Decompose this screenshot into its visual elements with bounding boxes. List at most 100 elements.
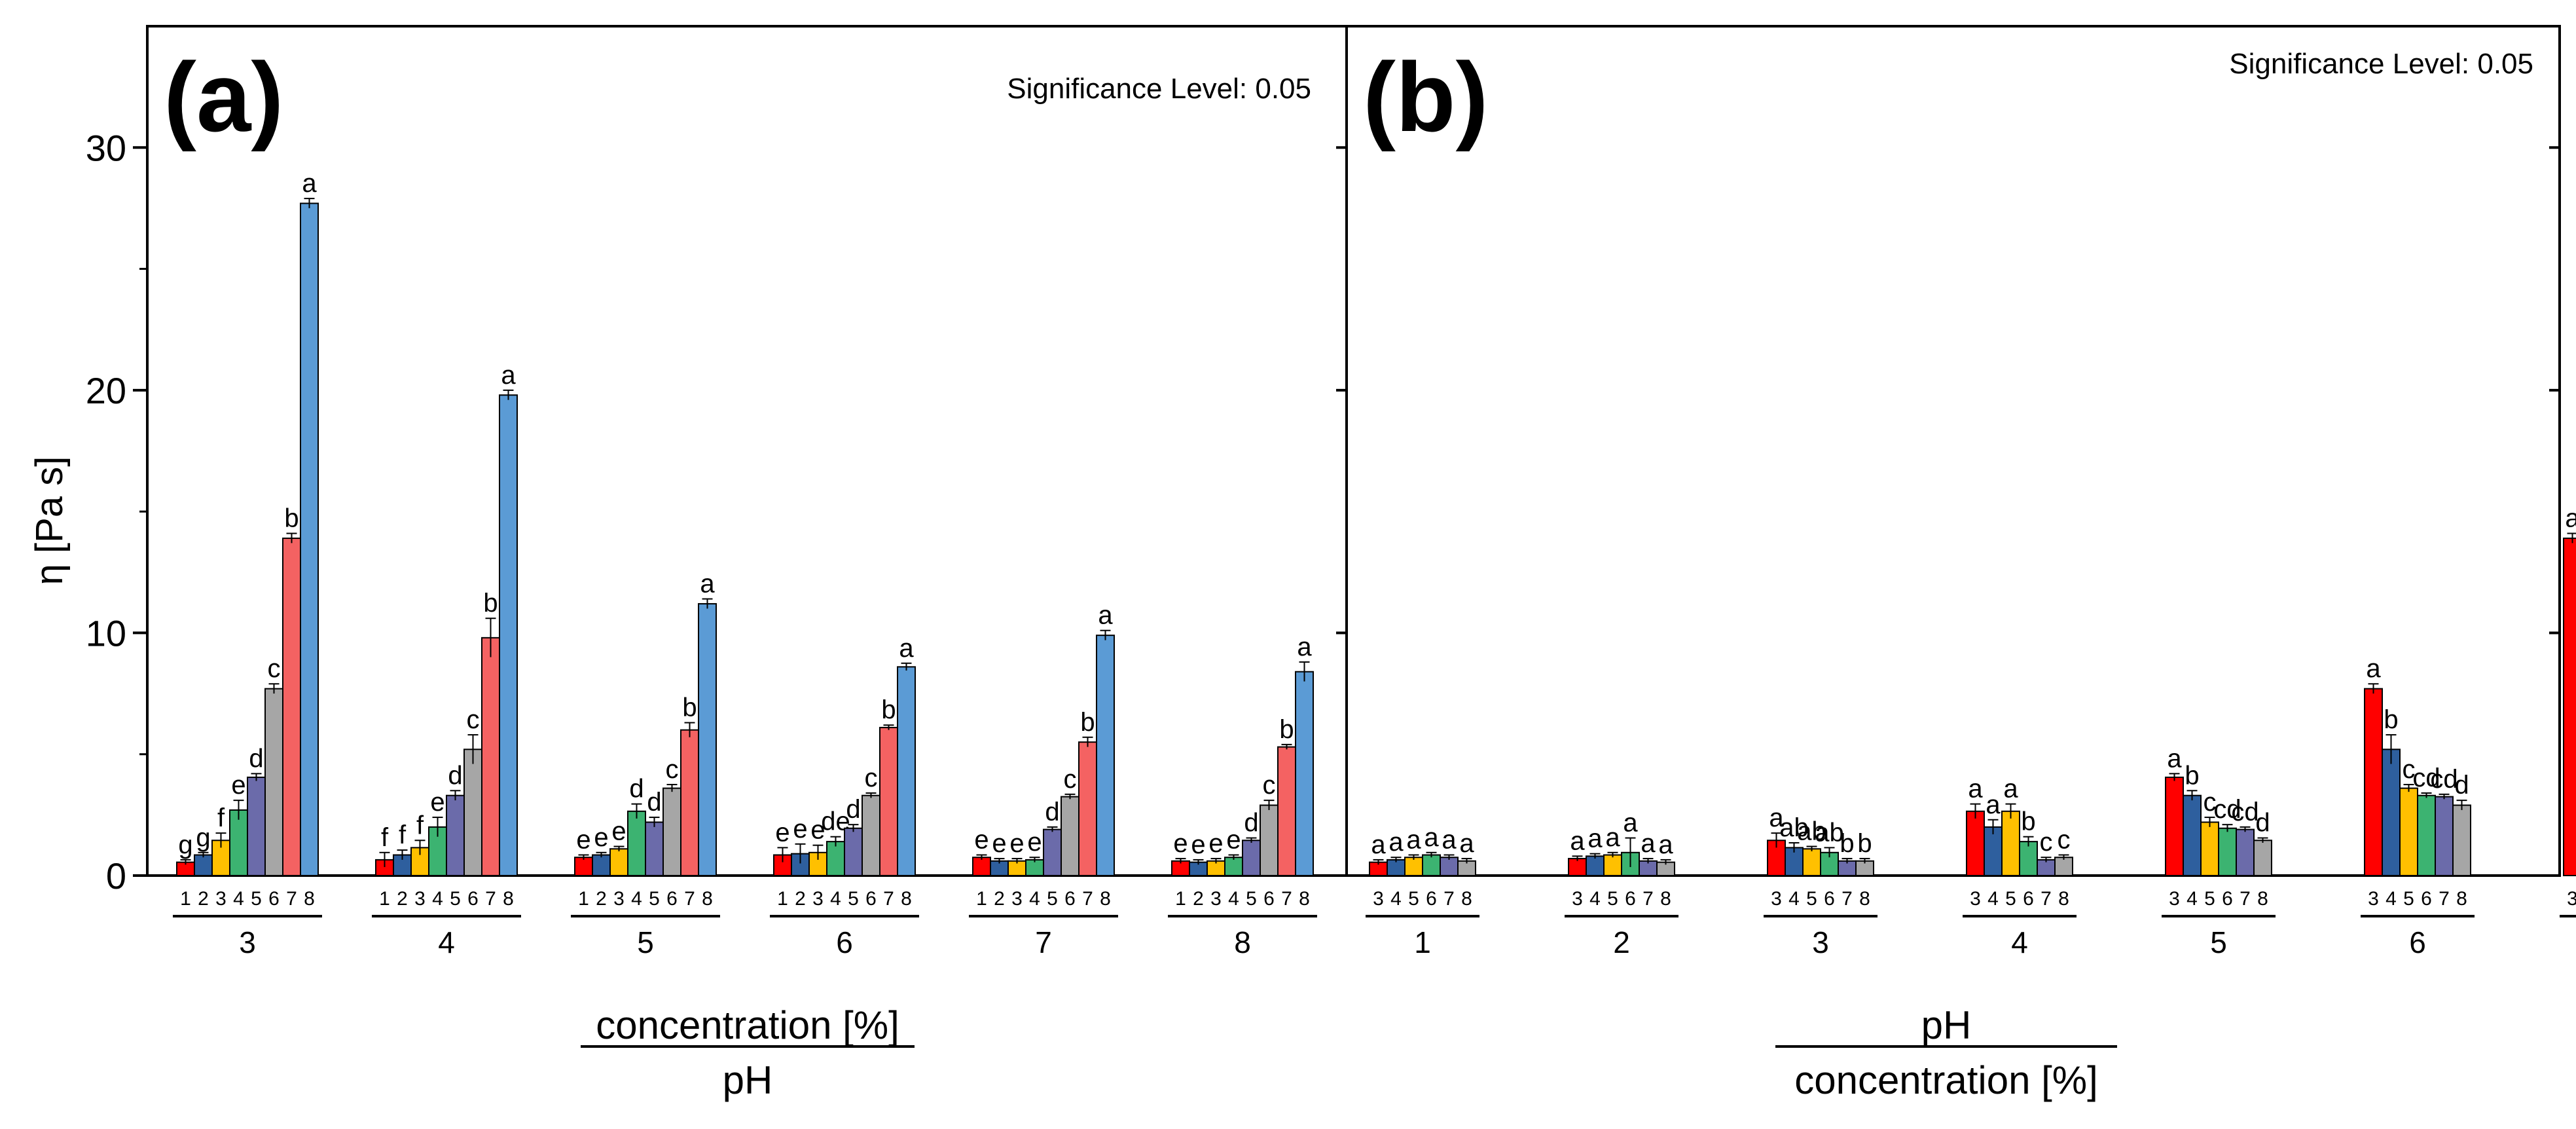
group-label: 4 xyxy=(2011,925,2028,959)
bar-x-label: 5 xyxy=(450,888,461,910)
significance-letter: c xyxy=(1263,771,1276,800)
significance-letter: a xyxy=(1297,633,1312,661)
bar xyxy=(1277,746,1296,877)
bar xyxy=(1078,741,1097,876)
bar xyxy=(2200,821,2219,876)
significance-letter: a xyxy=(2565,504,2576,532)
bar-x-label: 6 xyxy=(1625,888,1636,910)
panel-marks-b: a3a4a5a6a7a81a3a4a5a6a7a82a3ab4ab5ab6b7b… xyxy=(1366,504,2576,959)
bar-x-label: 8 xyxy=(1461,888,1472,910)
bar-x-label: 3 xyxy=(1572,888,1583,910)
bar xyxy=(1586,855,1605,876)
bar-group: a 3 a 4 a 5 a 6 a 7 a 8 2 xyxy=(1565,809,1678,959)
significance-letter: d xyxy=(448,761,462,790)
bar-x-label: 5 xyxy=(251,888,262,910)
bar-group: a 3 b 4 c 5 cd 6 cd 7 d 8 6 xyxy=(2361,654,2475,959)
bar-x-label: 8 xyxy=(2456,888,2467,910)
bar-x-label: 7 xyxy=(1082,888,1093,910)
bar-x-label: 4 xyxy=(432,888,443,910)
bar-x-label: 7 xyxy=(2439,888,2450,910)
y-tick-label: 10 xyxy=(86,612,126,654)
significance-letter: b xyxy=(1279,715,1294,744)
panel-label-b: (b) xyxy=(1363,42,1489,152)
bar-group: a 3 a 4 a 5 b 6 c 7 c 8 4 xyxy=(1963,775,2077,959)
panel-b: (b) Significance Level: 0.05 pH concentr… xyxy=(1363,42,2533,1102)
y-axis-label: η [Pa s] xyxy=(28,456,71,585)
chart-marks: g1g2f3e4d5c6b7a83f1f2f3e4d5c6b7a84e1e2e3… xyxy=(173,169,2576,959)
bar-x-label: 8 xyxy=(503,888,514,910)
bar-x-label: 1 xyxy=(578,888,589,910)
x-axis-label-top-b: pH xyxy=(1921,1003,1972,1047)
bar-x-label: 4 xyxy=(1589,888,1601,910)
bar-x-label: 3 xyxy=(2169,888,2180,910)
bar xyxy=(1295,671,1314,876)
bar-x-label: 1 xyxy=(180,888,191,910)
bar-x-label: 7 xyxy=(1281,888,1292,910)
bar-x-label: 7 xyxy=(286,888,297,910)
significance-letter: d xyxy=(629,775,644,804)
bar xyxy=(1568,858,1587,877)
bar xyxy=(844,827,863,876)
significance-letter: b xyxy=(284,504,299,532)
significance-letter: b xyxy=(881,695,896,724)
bar-x-label: 6 xyxy=(1824,888,1835,910)
significance-letter: d xyxy=(846,795,860,824)
significance-letter: b xyxy=(682,694,697,722)
significance-letter: b xyxy=(2185,761,2199,790)
bar-group: g 1 g 2 f 3 e 4 d 5 c 6 b 7 a 8 3 xyxy=(173,169,322,959)
bar-group: e 1 e 2 e 3 d 4 d 5 c 6 b 7 a 8 5 xyxy=(571,570,720,959)
bar-x-label: 5 xyxy=(649,888,660,910)
bar-x-label: 8 xyxy=(1859,888,1870,910)
bar-x-label: 5 xyxy=(2204,888,2215,910)
bar-x-label: 2 xyxy=(1193,888,1204,910)
bar xyxy=(2001,810,2020,877)
bar xyxy=(2417,794,2436,876)
bar-x-label: 4 xyxy=(830,888,841,910)
significance-letter: c xyxy=(2204,788,2217,817)
bar xyxy=(879,726,898,876)
significance-letter: b xyxy=(1080,708,1095,737)
group-label: 6 xyxy=(836,925,853,959)
bar-x-label: 3 xyxy=(414,888,426,910)
bar xyxy=(264,688,283,877)
significance-letter: e xyxy=(231,771,245,800)
bar-x-label: 4 xyxy=(2186,888,2198,910)
significance-letter: c xyxy=(2058,826,2071,855)
bar-x-label: 6 xyxy=(2421,888,2432,910)
bar xyxy=(592,854,611,877)
significance-letter: e xyxy=(974,826,989,855)
bar-x-label: 8 xyxy=(304,888,315,910)
panel-marks-a: g1g2f3e4d5c6b7a83f1f2f3e4d5c6b7a84e1e2e3… xyxy=(173,169,1317,959)
significance-letter: e xyxy=(793,815,807,843)
significance-letter: ab xyxy=(1779,813,1809,842)
significance-letter: a xyxy=(1570,826,1585,855)
y-tick-label: 0 xyxy=(106,855,126,897)
bar-x-label: 6 xyxy=(2023,888,2034,910)
bar-x-label: 3 xyxy=(1970,888,1981,910)
significance-letter: d xyxy=(2255,809,2270,838)
significance-letter: a xyxy=(1587,824,1603,853)
significance-letter: ab xyxy=(1797,817,1826,846)
bar xyxy=(2399,787,2418,876)
significance-letter: a xyxy=(1424,823,1439,852)
bar-x-label: 2 xyxy=(198,888,209,910)
bar-x-label: 3 xyxy=(1011,888,1023,910)
significance-letter: a xyxy=(2167,744,2182,773)
bar-x-label: 1 xyxy=(1175,888,1186,910)
bar-x-label: 7 xyxy=(1841,888,1853,910)
bar-x-label: 7 xyxy=(684,888,695,910)
bar-x-label: 8 xyxy=(2257,888,2268,910)
group-label: 2 xyxy=(1613,925,1630,959)
bar-group: a3b4c5c6cd7d87 xyxy=(2560,504,2576,917)
bar-x-label: 4 xyxy=(1390,888,1402,910)
significance-letter: e xyxy=(576,826,590,855)
significance-letter: a xyxy=(1459,829,1474,858)
bar xyxy=(2563,537,2576,876)
bar xyxy=(1224,857,1243,877)
bar-x-label: 2 xyxy=(994,888,1005,910)
bar xyxy=(972,857,991,877)
y-axis: η [Pa s] 0 10 20 30 xyxy=(28,127,2560,897)
bar-x-label: 5 xyxy=(2403,888,2414,910)
significance-letter: a xyxy=(700,570,715,599)
